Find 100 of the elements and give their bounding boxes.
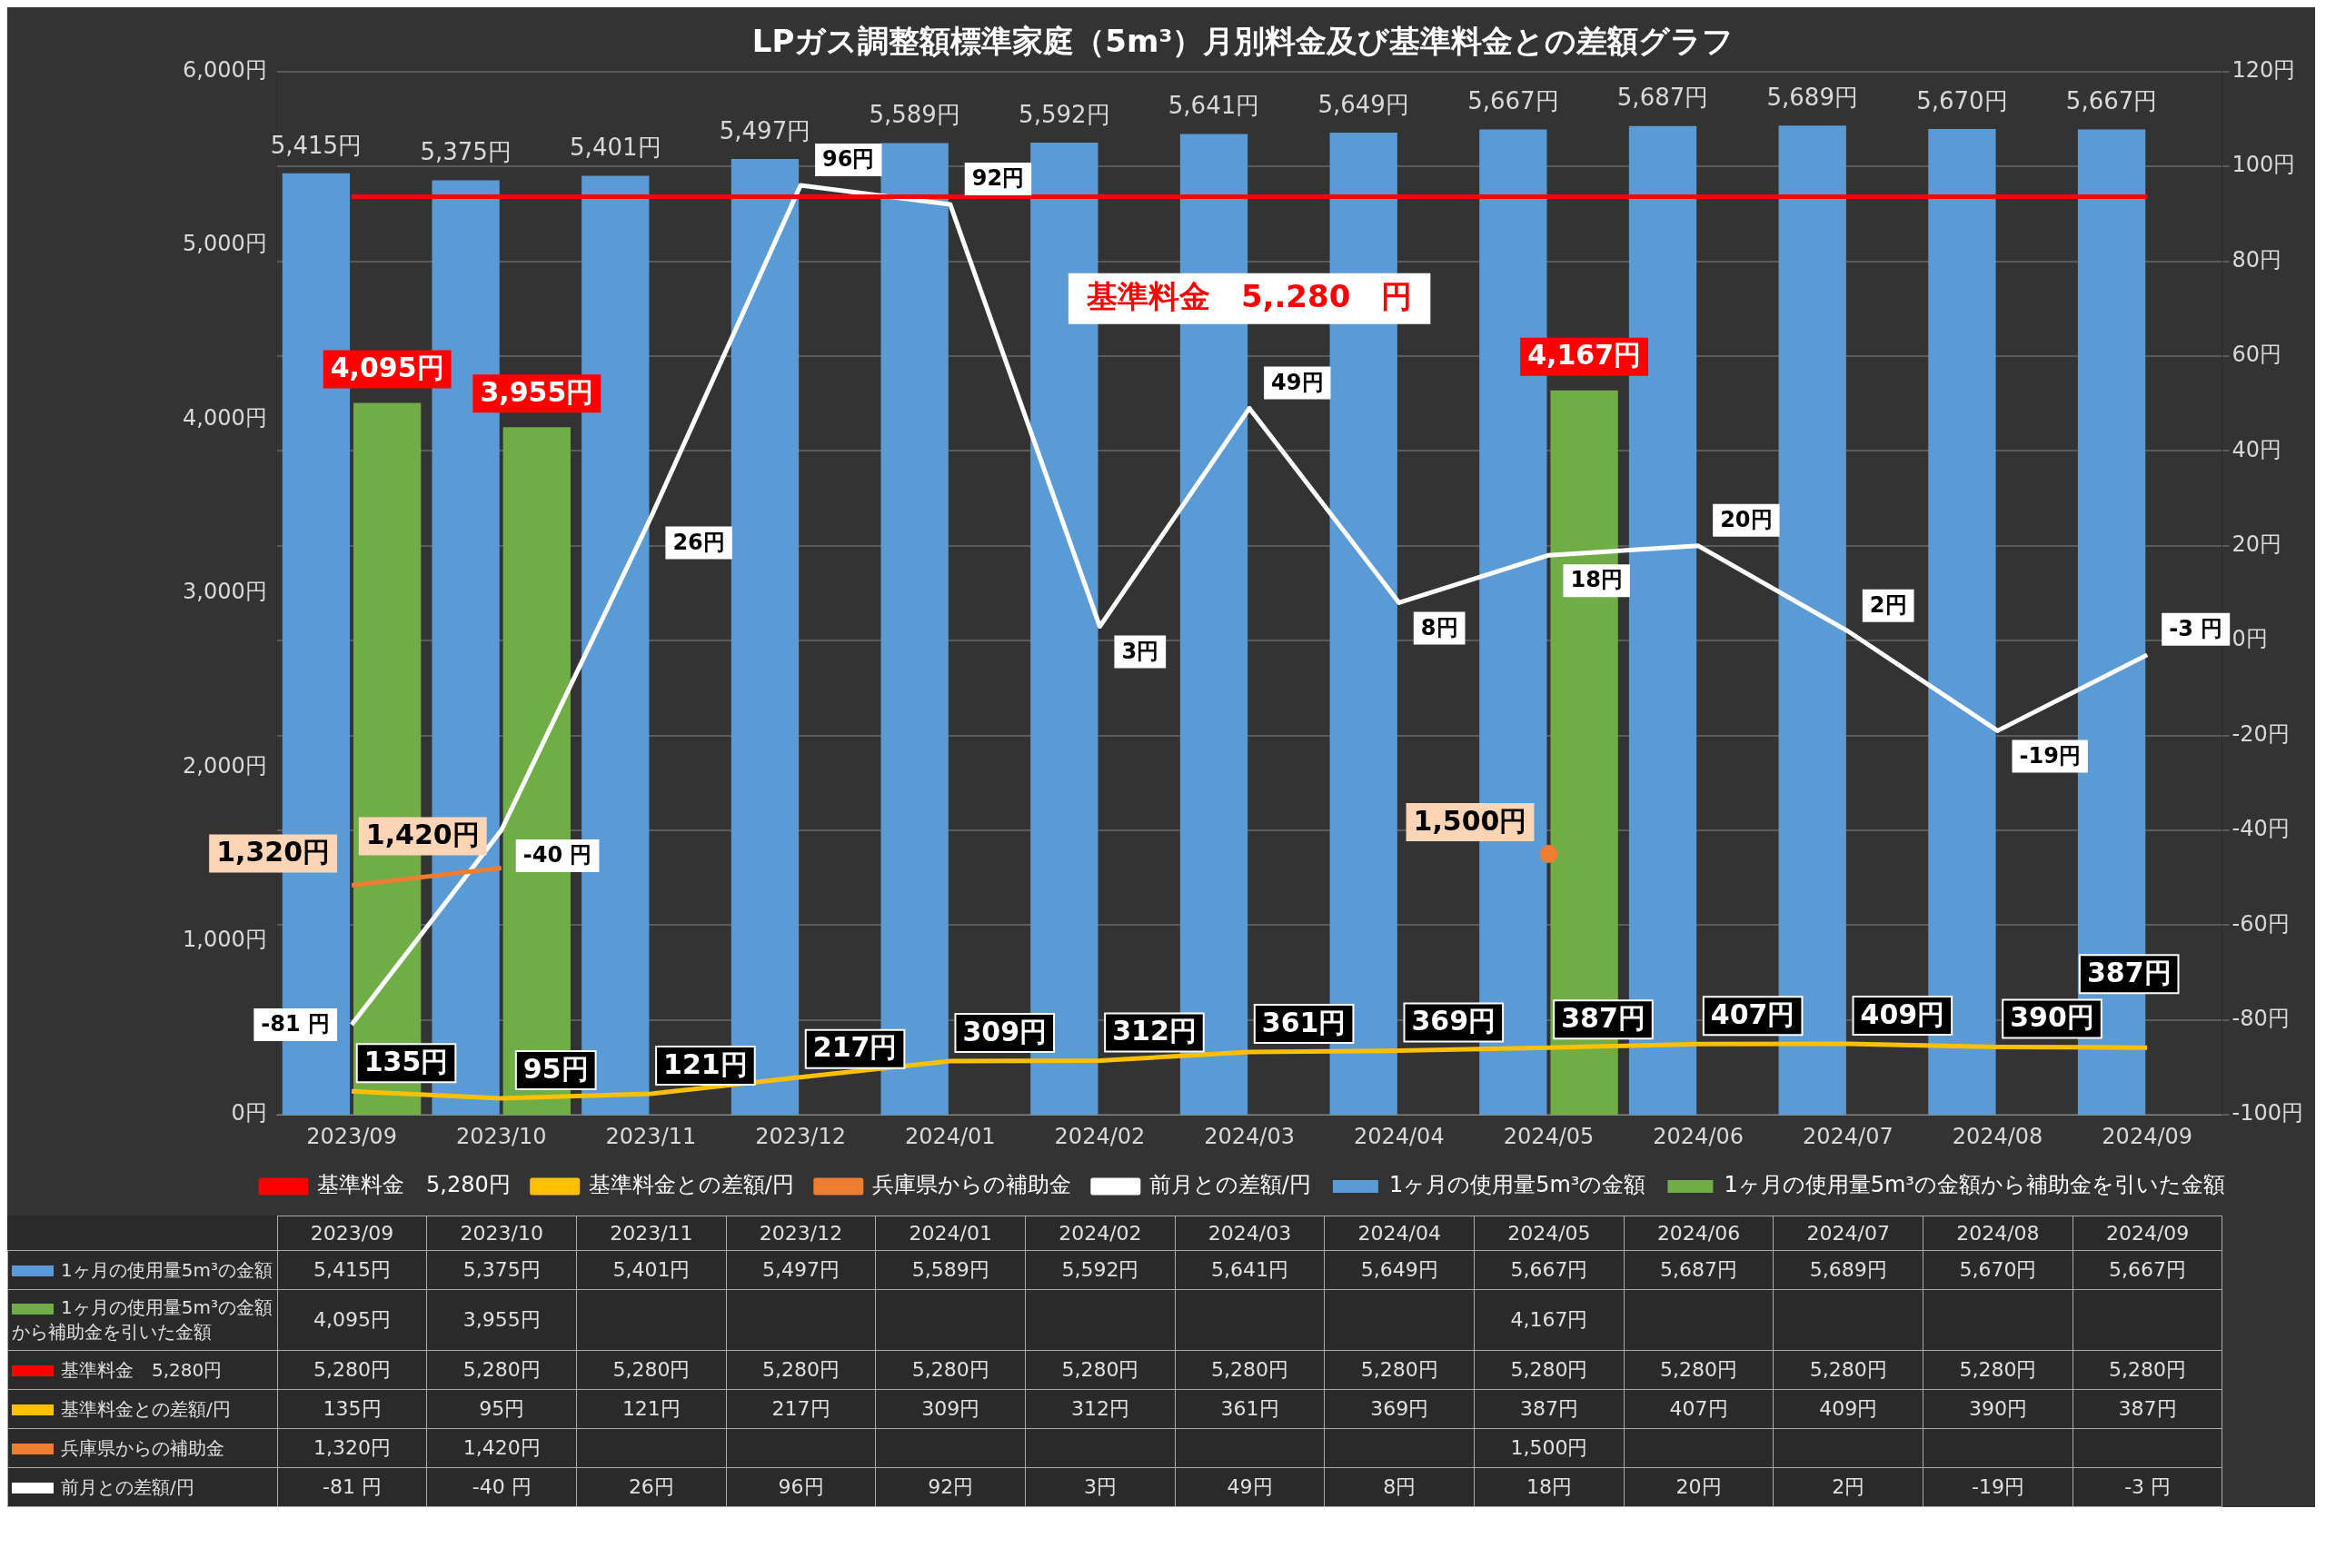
y2-tick-label: 100円 — [2232, 152, 2296, 178]
text: 5,375円 — [420, 138, 512, 166]
legend-label: 1ヶ月の使用量5m³の金額 — [1388, 1172, 1646, 1198]
data-label: 5,280円 — [277, 1350, 427, 1390]
x-tick-label: 2023/12 — [755, 1123, 846, 1149]
category-label: 2023/10 — [460, 1222, 543, 1245]
text: 3円 — [1121, 638, 1159, 664]
data-label: 26円 — [576, 1467, 727, 1507]
data-label: 4,095円 — [277, 1289, 427, 1351]
data-label: 5,280円 — [576, 1350, 727, 1390]
data-label: 5,415円 — [277, 1250, 427, 1290]
data-label: 390円 — [1923, 1389, 2073, 1429]
text: 20円 — [1720, 507, 1773, 533]
text: 3,955円 — [480, 376, 594, 409]
x-tick-label: 2024/07 — [1802, 1123, 1894, 1149]
data-label: 5,689円 — [1773, 1250, 1923, 1290]
text: 121円 — [663, 1047, 748, 1080]
text: 5,689円 — [1766, 84, 1858, 112]
text: 基準料金との差額/円 — [61, 1397, 231, 1420]
y-tick-label: 4,000円 — [182, 404, 267, 431]
data-label: 407円 — [1624, 1389, 1774, 1429]
category-label: 2024/08 — [1956, 1222, 2040, 1245]
legend-label: 基準料金との差額/円 — [588, 1172, 794, 1198]
text: 409円 — [1860, 997, 1945, 1030]
text: 5,667円 — [2065, 87, 2158, 115]
y2-tick-label: -20円 — [2232, 720, 2290, 747]
text: 312円 — [1112, 1015, 1197, 1047]
text: 5,641円 — [1168, 92, 1260, 120]
category-label: 2023/12 — [759, 1222, 843, 1245]
text: 4,167円 — [1527, 339, 1642, 372]
text: -40 円 — [522, 842, 592, 868]
data-label: 5,280円 — [726, 1350, 876, 1390]
data-label: 2円 — [1773, 1467, 1923, 1507]
category-label: 2024/09 — [2105, 1222, 2190, 1245]
data-label: -81 円 — [277, 1467, 427, 1507]
category-label: 2023/09 — [310, 1222, 394, 1245]
text: 5,589円 — [869, 101, 960, 129]
text: 217円 — [812, 1031, 898, 1064]
text: 96円 — [822, 146, 875, 173]
data-label: 5,589円 — [875, 1250, 1026, 1290]
text: 4,095円 — [330, 352, 444, 384]
y-tick-label: 5,000円 — [182, 231, 267, 257]
y-tick-label: 2,000円 — [182, 752, 267, 779]
data-label: 121円 — [576, 1389, 727, 1429]
y2-tick-label: -40円 — [2232, 816, 2290, 842]
text: 369円 — [1411, 1005, 1496, 1037]
text: 8円 — [1420, 614, 1458, 640]
text: 49円 — [1271, 369, 1324, 395]
x-tick-label: 2023/10 — [455, 1123, 547, 1149]
chart-title: LPガス調整額標準家庭（5m³）月別料金及び基準料金との差額グラフ — [751, 23, 1735, 60]
x-tick-label: 2024/02 — [1054, 1123, 1146, 1149]
text: 5,649円 — [1317, 90, 1409, 118]
text: 92円 — [971, 165, 1025, 192]
data-label: 49円 — [1175, 1467, 1325, 1507]
text: 135円 — [363, 1046, 449, 1078]
data-label: 4,167円 — [1474, 1289, 1625, 1351]
text: 2円 — [1869, 591, 1907, 618]
y2-tick-label: 0円 — [2232, 626, 2268, 652]
y2-tick-label: 60円 — [2232, 342, 2282, 368]
x-tick-label: 2024/03 — [1204, 1123, 1295, 1149]
category-label: 2024/04 — [1357, 1222, 1441, 1245]
data-label: 5,670円 — [1923, 1250, 2073, 1290]
data-label: 3,955円 — [426, 1289, 577, 1351]
data-label: 5,667円 — [2073, 1250, 2222, 1290]
data-label: 5,687円 — [1624, 1250, 1774, 1290]
data-label: 135円 — [277, 1389, 427, 1429]
data-label: -40 円 — [426, 1467, 577, 1507]
text: 兵庫県からの補助金 — [61, 1436, 224, 1459]
data-label: 5,375円 — [426, 1250, 577, 1290]
data-label: -3 円 — [2073, 1467, 2222, 1507]
y-tick-label: 3,000円 — [182, 579, 267, 605]
data-label: 5,649円 — [1324, 1250, 1475, 1290]
text: 5,497円 — [719, 116, 811, 144]
x-tick-label: 2023/11 — [605, 1123, 697, 1149]
text: -81 円 — [261, 1011, 331, 1037]
data-label: 5,280円 — [1324, 1350, 1475, 1390]
data-label: 5,280円 — [1773, 1350, 1923, 1390]
annotation: 基準料金 5,.280 円 — [1085, 277, 1413, 314]
y2-tick-label: 20円 — [2232, 531, 2282, 558]
text: 390円 — [2010, 1001, 2094, 1034]
x-tick-label: 2023/09 — [306, 1123, 397, 1149]
text: 5,401円 — [570, 134, 661, 162]
legend-label: 基準料金 5,280円 — [317, 1172, 511, 1198]
category-label: 2024/07 — [1806, 1222, 1890, 1245]
data-label: 387円 — [1474, 1389, 1625, 1429]
y-tick-label: 1,000円 — [182, 927, 267, 953]
y-tick-label: 6,000円 — [182, 57, 267, 84]
category-label: 2024/01 — [909, 1222, 992, 1245]
y2-tick-label: 80円 — [2232, 246, 2282, 273]
text: 361円 — [1261, 1006, 1347, 1038]
text: 387円 — [2086, 956, 2172, 988]
text: 387円 — [1561, 1001, 1645, 1034]
data-label: 5,280円 — [2073, 1350, 2222, 1390]
text: 1,500円 — [1413, 804, 1527, 837]
text: 5,592円 — [1019, 100, 1110, 128]
data-label: 1,500円 — [1474, 1428, 1625, 1468]
text: 5,415円 — [270, 131, 363, 159]
data-label: 409円 — [1773, 1389, 1923, 1429]
data-label: 3円 — [1025, 1467, 1176, 1507]
text: 1,320円 — [216, 836, 331, 868]
